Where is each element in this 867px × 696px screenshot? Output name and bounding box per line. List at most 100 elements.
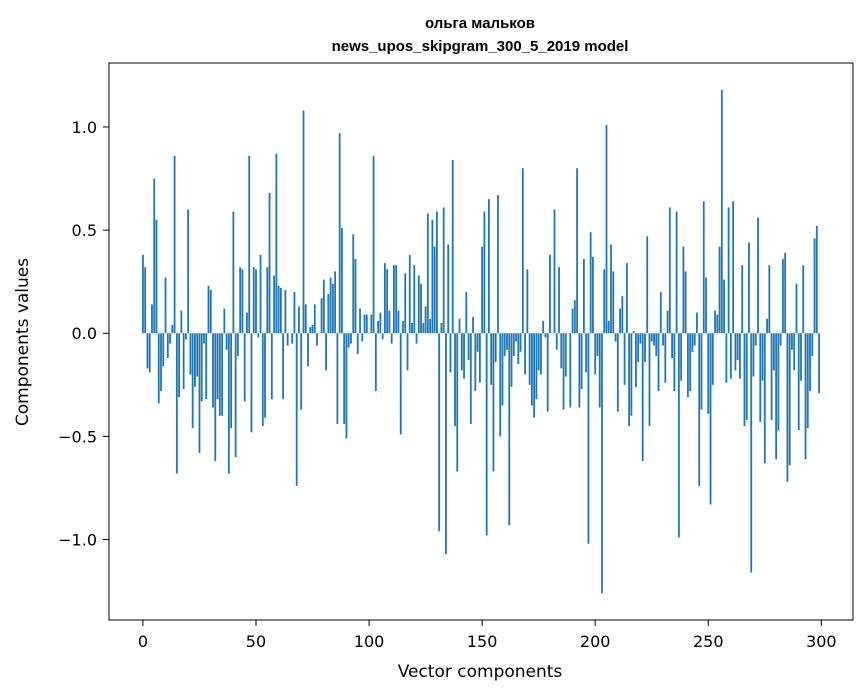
bar-293 [804, 333, 807, 460]
bar-67 [293, 291, 296, 334]
bar-222 [644, 333, 646, 363]
bar-247 [700, 333, 703, 410]
bar-21 [189, 333, 192, 375]
bar-168 [521, 168, 524, 334]
bar-103 [374, 333, 377, 392]
bar-180 [549, 254, 551, 334]
bar-9 [162, 333, 165, 367]
x-tick-label: 250 [693, 632, 724, 651]
bar-27 [203, 333, 205, 344]
bar-18 [182, 333, 185, 389]
bar-213 [623, 333, 626, 385]
bar-105 [379, 312, 382, 334]
bar-29 [207, 285, 210, 334]
bar-274 [761, 333, 764, 381]
bar-12 [169, 333, 171, 344]
bar-228 [657, 333, 660, 392]
bar-92 [350, 333, 352, 344]
bar-240 [684, 271, 687, 334]
bar-90 [345, 333, 348, 439]
bar-189 [569, 333, 572, 408]
bar-264 [739, 333, 741, 379]
bar-113 [397, 310, 400, 334]
bar-10 [164, 277, 167, 334]
bar-147 [474, 333, 477, 392]
chart-title: ольга мальков [425, 15, 535, 32]
bar-289 [795, 283, 798, 334]
bar-177 [542, 320, 545, 334]
bar-182 [553, 209, 556, 334]
bar-122 [417, 275, 420, 334]
bar-283 [781, 258, 784, 334]
bar-7 [157, 333, 160, 404]
y-axis-label: Components values [13, 258, 33, 426]
bar-160 [503, 333, 506, 356]
bar-237 [677, 333, 680, 538]
bar-70 [300, 333, 303, 410]
bar-98 [363, 314, 366, 334]
bar-115 [402, 320, 404, 334]
bar-276 [766, 318, 768, 334]
bar-135 [447, 244, 450, 334]
bar-255 [718, 246, 721, 334]
bar-25 [198, 333, 201, 453]
bar-138 [454, 333, 456, 427]
bar-118 [408, 254, 411, 334]
bar-95 [356, 333, 359, 354]
bar-59 [275, 153, 278, 334]
bar-40 [232, 211, 235, 334]
bar-173 [533, 333, 536, 418]
bar-281 [777, 333, 780, 431]
bar-85 [334, 271, 337, 334]
x-tick-label: 200 [580, 632, 611, 651]
bar-74 [309, 327, 312, 334]
y-tick-label: 0.0 [72, 324, 97, 343]
bar-230 [662, 333, 664, 346]
bar-88 [341, 228, 343, 334]
bar-165 [515, 333, 517, 342]
bar-192 [576, 168, 579, 334]
bar-38 [227, 333, 230, 474]
bar-107 [383, 263, 386, 334]
bar-167 [519, 333, 522, 352]
bar-89 [343, 333, 346, 425]
bar-8 [160, 333, 162, 392]
bar-44 [241, 269, 244, 334]
bar-102 [372, 155, 375, 334]
bar-32 [214, 333, 217, 462]
bar-245 [696, 312, 698, 334]
bar-194 [580, 333, 583, 389]
bar-233 [668, 207, 671, 334]
bar-272 [757, 217, 759, 334]
bar-130 [436, 211, 438, 334]
bar-244 [693, 333, 696, 346]
bar-252 [711, 333, 714, 385]
bar-131 [438, 333, 441, 532]
bar-43 [239, 267, 242, 334]
bar-297 [813, 238, 816, 334]
bar-191 [573, 300, 576, 334]
bar-120 [413, 265, 416, 334]
bar-298 [815, 225, 818, 334]
bar-262 [734, 333, 737, 371]
bar-268 [748, 242, 750, 334]
bar-128 [431, 219, 434, 334]
bar-136 [449, 333, 452, 373]
bar-93 [352, 234, 355, 334]
bar-16 [178, 333, 181, 398]
bar-205 [605, 124, 608, 334]
bar-64 [286, 333, 289, 346]
bar-275 [763, 333, 766, 464]
bar-285 [786, 333, 789, 482]
bars-group [142, 89, 820, 594]
bar-186 [562, 333, 565, 410]
bar-212 [621, 296, 624, 334]
bar-242 [689, 333, 692, 392]
bar-184 [558, 267, 560, 334]
bar-179 [546, 333, 549, 412]
bar-223 [646, 236, 649, 334]
bar-236 [675, 211, 678, 334]
bar-227 [655, 333, 658, 356]
bar-158 [499, 333, 502, 437]
bar-15 [175, 333, 178, 474]
